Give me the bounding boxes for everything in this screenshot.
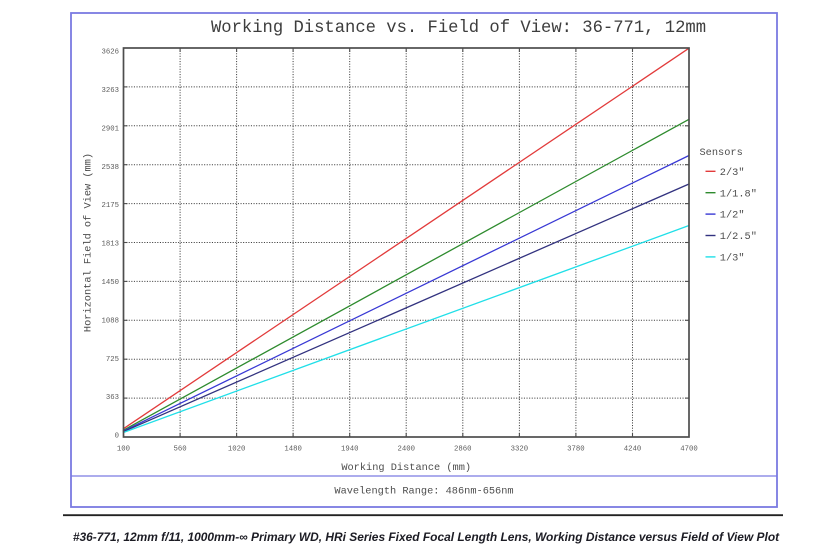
svg-text:Working Distance vs. Field of: Working Distance vs. Field of View: 36-7… bbox=[211, 19, 706, 38]
svg-text:1450: 1450 bbox=[101, 279, 119, 287]
svg-text:2860: 2860 bbox=[454, 446, 472, 454]
svg-text:3263: 3263 bbox=[101, 87, 119, 95]
svg-text:0: 0 bbox=[115, 433, 119, 441]
svg-text:1/1.8": 1/1.8" bbox=[720, 188, 757, 200]
svg-text:1/2.5": 1/2.5" bbox=[720, 231, 757, 243]
svg-text:3320: 3320 bbox=[511, 446, 529, 454]
svg-text:Working Distance (mm): Working Distance (mm) bbox=[341, 462, 471, 474]
svg-text:725: 725 bbox=[106, 356, 119, 364]
svg-text:Sensors: Sensors bbox=[700, 147, 743, 159]
svg-text:1813: 1813 bbox=[101, 241, 119, 249]
svg-text:363: 363 bbox=[106, 394, 119, 402]
svg-text:Horizontal Field of View (mm): Horizontal Field of View (mm) bbox=[83, 153, 95, 332]
svg-text:2901: 2901 bbox=[101, 125, 119, 133]
svg-text:1/3": 1/3" bbox=[720, 253, 745, 265]
svg-text:560: 560 bbox=[174, 446, 187, 454]
svg-text:Wavelength Range: 486nm-656nm: Wavelength Range: 486nm-656nm bbox=[334, 486, 513, 498]
svg-text:2/3": 2/3" bbox=[720, 167, 745, 179]
svg-text:1480: 1480 bbox=[284, 446, 302, 454]
svg-text:2538: 2538 bbox=[101, 164, 119, 172]
svg-text:1940: 1940 bbox=[341, 446, 359, 454]
svg-text:1088: 1088 bbox=[101, 317, 119, 325]
svg-text:4240: 4240 bbox=[624, 446, 642, 454]
svg-text:1/2": 1/2" bbox=[720, 210, 745, 222]
svg-text:3780: 3780 bbox=[567, 446, 585, 454]
svg-text:1020: 1020 bbox=[228, 446, 246, 454]
svg-text:4700: 4700 bbox=[680, 446, 698, 454]
svg-text:2400: 2400 bbox=[397, 446, 415, 454]
svg-text:2175: 2175 bbox=[101, 202, 119, 210]
svg-text:3626: 3626 bbox=[101, 49, 119, 57]
svg-text:100: 100 bbox=[117, 446, 130, 454]
svg-text:#36-771, 12mm f/11, 1000mm-∞ P: #36-771, 12mm f/11, 1000mm-∞ Primary WD,… bbox=[73, 530, 780, 544]
